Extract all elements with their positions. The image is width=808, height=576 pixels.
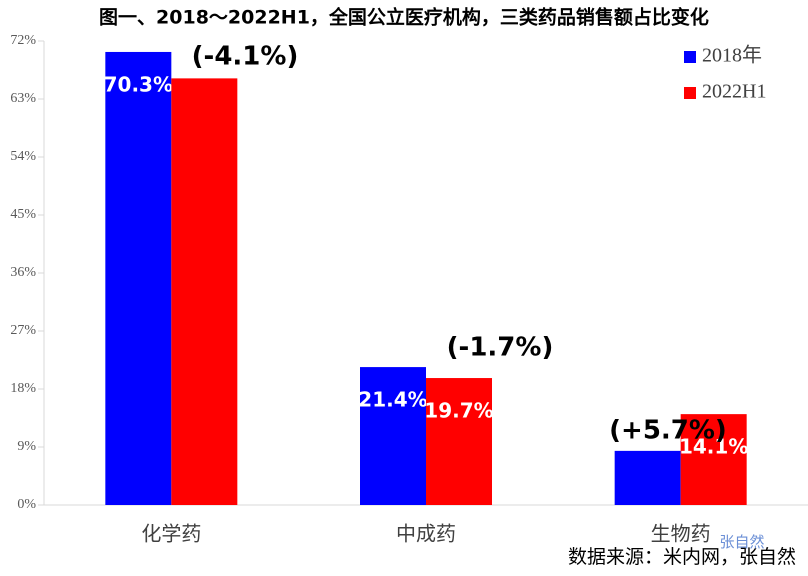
bar: [426, 378, 492, 505]
chart-title: 图一、2018～2022H1，全国公立医疗机构，三类药品销售额占比变化: [99, 6, 709, 29]
value-label: 70.3%: [104, 72, 173, 96]
x-tick-label: 中成药: [396, 522, 456, 546]
bar: [614, 450, 681, 505]
watermark: 张自然: [719, 533, 764, 551]
y-tick-label: 0%: [17, 497, 36, 512]
legend-swatch: [684, 87, 696, 99]
y-tick-label: 27%: [10, 323, 36, 338]
annotation: (-1.7%): [447, 333, 554, 363]
bar: [680, 414, 747, 505]
bar: [171, 78, 238, 505]
source: 数据来源：米内网，张自然: [568, 546, 796, 568]
y-tick-label: 63%: [10, 91, 36, 106]
bar: [105, 51, 172, 505]
y-tick-label: 9%: [17, 439, 36, 454]
legend-swatch: [684, 51, 696, 63]
y-tick-label: 45%: [10, 207, 36, 222]
value-label: 19.7%: [424, 399, 493, 423]
annotation: (+5.7%): [609, 416, 727, 446]
x-tick-label: 化学药: [141, 522, 201, 546]
bar: [360, 367, 426, 505]
legend-label: 2022H1: [702, 81, 766, 103]
value-label: 21.4%: [358, 388, 427, 412]
y-tick-label: 72%: [10, 33, 36, 48]
annotation: (-4.1%): [192, 42, 299, 72]
y-tick-label: 18%: [10, 381, 36, 396]
legend-label: 2018年: [702, 44, 762, 67]
value-label: 14.1%: [679, 435, 748, 459]
x-tick-label: 生物药: [651, 522, 711, 546]
y-tick-label: 54%: [10, 149, 36, 164]
y-tick-label: 36%: [10, 265, 36, 280]
